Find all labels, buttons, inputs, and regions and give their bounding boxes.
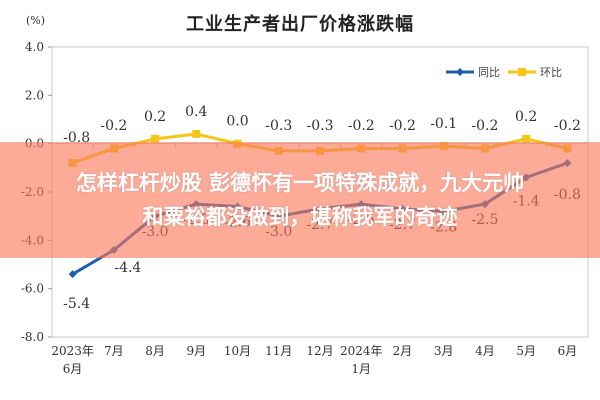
yoy-data-label: -4.4 bbox=[114, 260, 141, 276]
mom-data-label: 0.2 bbox=[144, 109, 166, 125]
x-tick-label: 1月 bbox=[351, 362, 371, 376]
y-axis-unit-label: (%) bbox=[26, 14, 46, 27]
x-tick-label: 4月 bbox=[475, 344, 495, 358]
legend-label: 同比 bbox=[478, 66, 500, 79]
x-tick-label: 6月 bbox=[63, 362, 83, 376]
mom-data-label: -0.2 bbox=[100, 118, 127, 134]
mom-data-label: -0.2 bbox=[348, 118, 375, 134]
x-tick-label: 3月 bbox=[434, 344, 454, 358]
x-tick-label: 2024年 bbox=[340, 344, 383, 358]
x-tick-label: 5月 bbox=[516, 344, 536, 358]
mom-data-label: -0.2 bbox=[554, 118, 581, 134]
x-tick-label: 11月 bbox=[265, 344, 292, 358]
y-tick-label: -6.0 bbox=[21, 282, 44, 296]
mom-marker bbox=[151, 134, 160, 143]
mom-data-label: -0.2 bbox=[389, 118, 416, 134]
y-tick-label: 4.0 bbox=[25, 40, 44, 54]
legend-yoy-marker-icon bbox=[456, 68, 464, 76]
x-tick-label: 10月 bbox=[224, 344, 251, 358]
legend: 同比 环比 bbox=[446, 66, 562, 79]
headline-banner[interactable]: 怎样杠杆炒股 彭德怀有一项特殊成就，九大元帅 和粟裕都没做到，堪称我军的奇迹 bbox=[0, 142, 600, 258]
mom-data-label: -0.3 bbox=[307, 118, 334, 134]
mom-data-label: 0.2 bbox=[515, 109, 537, 125]
mom-data-label: -0.3 bbox=[265, 118, 292, 134]
headline-line-2: 和粟裕都没做到，堪称我军的奇迹 bbox=[142, 205, 458, 229]
x-tick-label: 9月 bbox=[186, 344, 206, 358]
x-tick-label: 7月 bbox=[104, 344, 124, 358]
x-tick-label: 8月 bbox=[145, 344, 165, 358]
yoy-data-label: -5.4 bbox=[63, 296, 90, 312]
yoy-marker bbox=[68, 270, 77, 279]
headline-line-1: 怎样杠杆炒股 彭德怀有一项特殊成就，九大元帅 bbox=[75, 171, 525, 195]
x-tick-label: 2023年 bbox=[51, 344, 94, 358]
x-tick-label: 2月 bbox=[393, 344, 413, 358]
mom-marker bbox=[522, 134, 531, 143]
mom-data-label: -0.1 bbox=[430, 116, 457, 132]
mom-marker bbox=[192, 130, 201, 138]
chart-title: 工业生产者出厂价格涨跌幅 bbox=[186, 14, 414, 35]
mom-data-label: 0.4 bbox=[185, 104, 207, 120]
legend-label: 环比 bbox=[540, 66, 562, 79]
x-tick-label: 6月 bbox=[558, 344, 578, 358]
y-tick-label: -8.0 bbox=[21, 330, 44, 344]
y-tick-label: 2.0 bbox=[25, 88, 44, 102]
legend-mom-marker-icon bbox=[518, 68, 526, 76]
mom-data-label: 0.0 bbox=[226, 114, 248, 130]
mom-data-label: -0.2 bbox=[471, 118, 498, 134]
x-tick-label: 12月 bbox=[306, 344, 333, 358]
